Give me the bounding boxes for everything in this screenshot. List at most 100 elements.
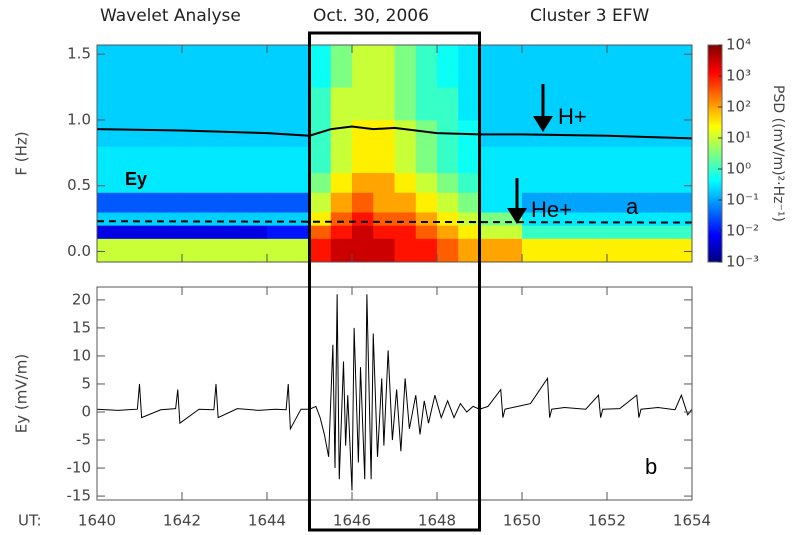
heat-cell: [373, 238, 395, 263]
annotations: [507, 84, 553, 224]
heat-cell: [394, 87, 417, 121]
heat-cell: [352, 87, 374, 121]
y-tick-label: 1.5: [67, 45, 91, 63]
y-tick-label: 10: [72, 346, 91, 364]
heat-cell: [607, 225, 650, 239]
annotation: b: [645, 454, 657, 479]
heat-cell: [649, 225, 693, 239]
heat-cell: [139, 45, 183, 88]
heat-cell: [267, 146, 310, 174]
heat-cell: [437, 225, 459, 239]
heat-cell: [330, 172, 353, 193]
heat-cell: [182, 172, 225, 193]
heat-cell: [97, 212, 140, 226]
y-tick-label: -15: [67, 487, 92, 505]
heat-cell: [607, 192, 650, 213]
heat-cell: [330, 212, 353, 226]
heat-cell: [373, 172, 395, 193]
heat-cell: [352, 212, 374, 226]
heat-cell: [352, 238, 374, 263]
heat-cell: [415, 119, 438, 147]
heat-cell: [139, 87, 183, 121]
heat-cell: [352, 225, 374, 239]
heat-cell: [267, 87, 310, 121]
heat-cell: [394, 172, 417, 193]
heat-cell: [522, 45, 565, 88]
heat-cell: [97, 146, 140, 174]
heat-cell: [309, 238, 332, 263]
heat-cell: [458, 45, 480, 88]
heat-cell: [224, 212, 268, 226]
heat-cell: [564, 225, 608, 239]
heat-cell: [352, 172, 374, 193]
heat-cell: [309, 172, 332, 193]
arrow-head: [533, 116, 553, 132]
colorbar-tick-label: 10⁻³: [726, 253, 759, 271]
y-tick-label: 20: [72, 290, 91, 308]
heat-cell: [415, 45, 438, 88]
heat-cell: [607, 45, 650, 88]
heat-cell: [458, 87, 480, 121]
heat-cell: [479, 87, 523, 121]
heat-cell: [97, 87, 140, 121]
heat-cell: [352, 192, 374, 213]
heat-cell: [649, 238, 693, 263]
y-tick-label: 5: [81, 374, 91, 392]
heat-cell: [330, 45, 353, 88]
heat-cell: [479, 172, 523, 193]
heat-cell: [309, 225, 332, 239]
heat-cell: [437, 172, 459, 193]
title-part: Cluster 3 EFW: [530, 6, 649, 26]
heat-cell: [479, 45, 523, 88]
heat-cell: [330, 192, 353, 213]
heat-cell: [309, 192, 332, 213]
heat-cell: [458, 192, 480, 213]
heat-cell: [224, 172, 268, 193]
heat-cell: [267, 192, 310, 213]
heat-cell: [139, 238, 183, 263]
heat-cell: [564, 192, 608, 213]
highlight-box: [308, 31, 481, 532]
colorbar-tick-label: 10²: [726, 98, 751, 116]
signal-line: [96, 294, 693, 491]
annotation: Ey: [125, 169, 147, 189]
heat-cell: [309, 212, 332, 226]
heat-cell: [394, 238, 417, 263]
y-tick-label: 0: [81, 402, 91, 420]
heat-cell: [97, 172, 140, 193]
heat-cell: [479, 192, 523, 213]
heat-cell: [479, 225, 523, 239]
colorbar-tick-label: 10³: [726, 67, 751, 85]
x-tick-label: 1642: [163, 512, 201, 530]
heat-cell: [224, 45, 268, 88]
y-tick-label: -5: [76, 431, 91, 449]
heat-cell: [458, 212, 480, 226]
heat-cell: [309, 45, 332, 88]
heat-cell: [607, 119, 650, 147]
heat-cell: [564, 146, 608, 174]
y-tick-label: 15: [72, 318, 91, 336]
heat-cell: [182, 87, 225, 121]
heat-cell: [97, 119, 140, 147]
colorbar-label: PSD ((mV/m)²·Hz⁻¹): [770, 85, 786, 222]
heat-cell: [522, 225, 565, 239]
heat-cell: [415, 87, 438, 121]
heat-cell: [182, 238, 225, 263]
heat-cell: [458, 146, 480, 174]
heat-cell: [267, 238, 310, 263]
heat-cell: [564, 212, 608, 226]
legend-label: He+: [531, 197, 572, 222]
heat-cell: [649, 45, 693, 88]
heat-cell: [394, 45, 417, 88]
heat-cell: [182, 146, 225, 174]
heat-cell: [352, 45, 374, 88]
heat-cell: [224, 146, 268, 174]
arrow-head: [507, 208, 527, 224]
heat-cell: [458, 225, 480, 239]
heat-cell: [224, 238, 268, 263]
heat-cell: [309, 146, 332, 174]
heat-cell: [139, 119, 183, 147]
y-axis-label: Ey (mV/m): [13, 354, 31, 433]
heat-cell: [139, 212, 183, 226]
heat-cell: [330, 146, 353, 174]
